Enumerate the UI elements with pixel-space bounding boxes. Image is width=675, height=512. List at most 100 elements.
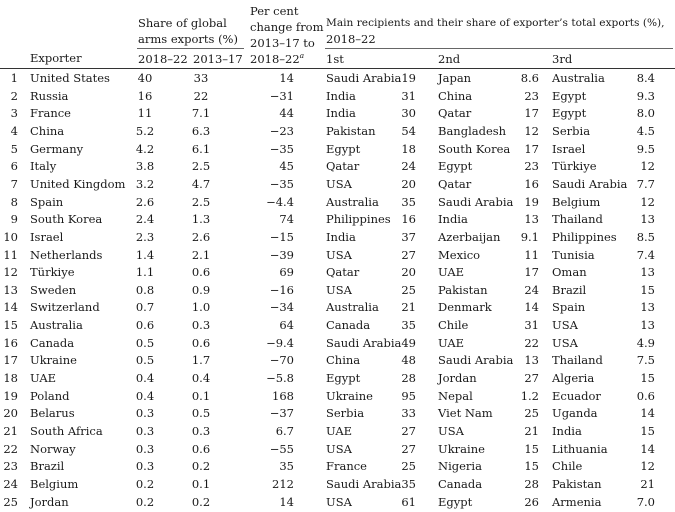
share-2018-22-cell: 0.4 [135,371,155,386]
change-cell: −5.8 [266,371,294,386]
exporter-cell: Belarus [30,406,75,421]
exporter-cell: Jordan [30,494,69,509]
rank-cell: 14 [3,300,18,315]
rank-cell: 10 [3,229,18,244]
share-2013-17-cell: 0.6 [191,335,211,350]
recipient-2-share: 31 [524,318,539,333]
recipient-3-name: Thailand [552,353,603,368]
rank-cell: 19 [3,388,18,403]
rank-cell: 20 [3,406,18,421]
recipient-1-share: 37 [401,229,416,244]
recipient-2nd-header: 2nd [438,52,461,66]
recipient-3-name: Uganda [552,406,598,421]
exporter-cell: Switzerland [30,300,100,315]
share-2018-22-cell: 5.2 [135,123,155,138]
recipient-3-name: Türkiye [552,159,597,174]
rank-cell: 25 [3,494,18,509]
recipient-2-share: 25 [524,406,539,421]
recipient-3-share: 9.3 [636,88,655,103]
recipient-3-share: 12 [640,459,655,474]
recipient-1-share: 18 [401,141,416,156]
share-2013-17-header: 2013–17 [193,52,243,66]
recipient-3rd-header: 3rd [552,52,573,66]
exporter-cell: Italy [30,159,57,174]
share-2018-22-cell: 0.3 [135,459,155,474]
recipient-2-name: Azerbaijan [438,229,501,244]
share-2018-22-cell: 16 [137,88,153,103]
recipient-2-share: 17 [524,106,539,121]
recipient-2-name: Mexico [438,247,481,262]
change-cell: 14 [279,71,294,85]
exporter-cell: South Korea [30,212,103,227]
recipient-1-share: 35 [401,318,416,333]
rank-cell: 6 [10,159,18,174]
recipient-3-name: Egypt [552,88,587,103]
recipient-2-share: 13 [524,353,539,368]
recipient-3-share: 14 [640,406,655,421]
recipient-3-share: 14 [640,441,655,456]
recipient-3-share: 7.4 [636,247,655,262]
rank-cell: 9 [10,212,18,227]
share-2013-17-cell: 4.7 [191,176,211,191]
share-2013-17-cell: 2.1 [191,247,211,262]
recipient-2-name: Bangladesh [438,123,507,138]
footnote-marker: a [299,51,305,61]
recipient-2-share: 23 [524,159,539,174]
recipient-3-name: Belgium [552,194,601,209]
rank-cell: 3 [10,106,18,121]
recipient-1-share: 27 [401,424,416,438]
recipient-1-share: 16 [401,212,416,227]
header-bottom-rule [0,68,675,69]
exporter-cell: Germany [30,141,84,156]
recipient-1-name: Saudi Arabia [326,335,402,350]
share-2018-22-cell: 0.8 [135,282,155,297]
exporter-cell: Netherlands [30,247,103,262]
share-2018-22-cell: 1.1 [135,265,155,280]
exporter-cell: United States [30,71,110,85]
recipient-2-share: 21 [524,424,539,438]
recipient-1-name: Australia [326,194,379,209]
change-cell: 35 [279,459,294,474]
share-2013-17-cell: 22 [193,88,209,103]
recipient-1-share: 19 [401,71,416,85]
exporter-cell: Israel [30,229,64,244]
share-2018-22-cell: 40 [137,71,153,85]
recipient-3-name: Serbia [552,123,591,138]
recipient-2-name: China [438,88,473,103]
recipient-2-share: 8.6 [520,71,539,85]
recipient-1-share: 27 [401,441,416,456]
share-2013-17-cell: 1.0 [191,300,211,315]
share-2018-22-cell: 0.3 [135,406,155,421]
recipient-3-share: 7.7 [636,176,655,191]
change-cell: −35 [269,176,294,191]
share-2013-17-cell: 0.2 [191,494,211,509]
exporter-cell: Norway [30,441,76,456]
change-cell: 14 [279,494,294,509]
recipient-1-name: Australia [326,300,379,315]
rank-cell: 21 [3,424,18,438]
recipient-1-share: 21 [401,300,416,315]
share-2013-17-cell: 0.6 [191,265,211,280]
rank-cell: 4 [10,123,18,138]
recipient-1-share: 20 [401,176,416,191]
recipient-1-name: Saudi Arabia [326,71,402,85]
share-2018-22-cell: 0.3 [135,424,155,438]
recipient-2-share: 15 [524,459,539,474]
recipient-2-name: Chile [438,318,469,333]
share-2018-22-cell: 0.6 [135,318,155,333]
share-2018-22-cell: 0.7 [135,300,155,315]
rank-cell: 2 [10,88,18,103]
recipient-3-name: USA [552,335,578,350]
recipient-1-name: India [326,88,356,103]
rank-cell: 15 [3,318,18,333]
exporter-cell: China [30,123,65,138]
exporter-cell: Belgium [30,476,79,491]
change-cell: 45 [279,159,294,174]
share-2013-17-cell: 0.9 [191,282,211,297]
share-2013-17-cell: 1.7 [191,353,211,368]
share-2013-17-cell: 7.1 [191,106,211,121]
recipient-2-share: 1.2 [520,388,539,403]
recipient-1-name: India [326,229,356,244]
recipient-3-name: Australia [552,71,605,85]
share-2018-22-cell: 0.5 [135,353,155,368]
